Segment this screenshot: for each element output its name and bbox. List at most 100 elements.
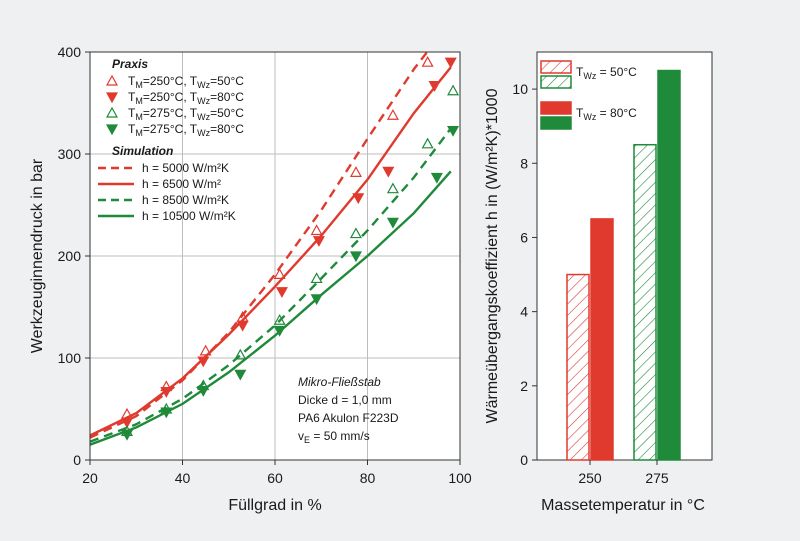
legend-group-title: Praxis	[112, 57, 148, 71]
htc-ticks: 0 2 4 6 8 10 250 275	[512, 81, 668, 486]
htc-legend-label: TWz = 50°C	[576, 65, 637, 81]
y-tick-label: 200	[58, 248, 82, 264]
htc-legend-swatch	[540, 116, 572, 130]
y-tick-label: 400	[58, 44, 82, 60]
y-tick-label: 100	[58, 350, 82, 366]
annotation-line-4: vE = 50 mm/s	[298, 429, 370, 445]
legend-marker	[105, 92, 119, 104]
measured-point	[120, 429, 134, 441]
measured-point	[430, 172, 443, 184]
x-tick-label: 100	[448, 470, 472, 486]
annotation-v: v	[298, 429, 304, 443]
htc-x-axis-title: Massetemperatur in °C	[541, 497, 705, 514]
legend-marker	[105, 124, 119, 136]
measured-point	[349, 251, 362, 263]
simulation-line	[90, 52, 429, 439]
htc-bar	[657, 69, 681, 461]
legend-entry-label: h = 6500 W/m²	[142, 177, 221, 191]
legend-entry-label: TM=275°C, TWz=80°C	[128, 122, 244, 138]
measured-point	[421, 55, 434, 67]
htc-bars	[566, 69, 681, 461]
measured-point	[446, 39, 456, 48]
htc-y-tick-label: 10	[512, 81, 528, 97]
htc-legend: TWz = 50°C TWz = 80°C	[540, 60, 637, 130]
measured-point	[234, 369, 247, 381]
x-tick-label: 20	[82, 470, 98, 486]
measured-point	[382, 166, 395, 178]
htc-y-tick-label: 8	[520, 155, 528, 171]
measured-point	[421, 137, 434, 149]
measured-point	[447, 125, 460, 137]
pressure-ticks: 20 40 60 80 100 0 100 200 300 400	[58, 44, 472, 486]
measured-point	[199, 344, 212, 356]
htc-legend-swatch	[540, 75, 572, 89]
legend-entry-label: h = 5000 W/m²K	[142, 161, 229, 175]
x-tick-label: 80	[360, 470, 376, 486]
pressure-y-axis-title: Werkzeuginnendruck in bar	[29, 158, 46, 353]
htc-bar	[633, 143, 657, 461]
legend-group-title: Simulation	[112, 144, 173, 158]
annotation-line-2: Dicke d = 1,0 mm	[298, 393, 392, 407]
htc-y-tick-label: 6	[520, 229, 528, 245]
measured-point	[197, 386, 210, 397]
pressure-series	[90, 39, 460, 446]
htc-legend-label: TWz = 80°C	[576, 106, 637, 122]
simulation-line	[90, 66, 452, 437]
htc-y-tick-label: 0	[520, 452, 528, 468]
measured-point	[273, 325, 286, 337]
pressure-chart: 20 40 60 80 100 0 100 200 300 400 Füllgrad in % W…	[29, 39, 472, 514]
y-tick-label: 300	[58, 146, 82, 162]
htc-x-tick-label: 250	[578, 470, 602, 486]
annotation-line-3: PA6 Akulon F223D	[298, 411, 399, 425]
x-tick-label: 60	[267, 470, 283, 486]
htc-y-tick-label: 4	[520, 304, 528, 320]
htc-x-tick-label: 275	[645, 470, 669, 486]
htc-y-axis-title: Wärmeübergangskoeffizient h in (W/m²K)*1…	[484, 88, 501, 423]
htc-bar	[566, 273, 590, 461]
measured-point	[275, 287, 288, 298]
pressure-series-clip	[90, 39, 460, 446]
measured-point	[310, 272, 323, 284]
y-tick-label: 0	[73, 452, 81, 468]
measured-point	[386, 182, 399, 194]
annotation-v-rest: = 50 mm/s	[310, 429, 370, 443]
measured-point	[447, 84, 460, 96]
legend-entry-label: TM=250°C, TWz=80°C	[128, 90, 244, 106]
simulation-line	[90, 127, 452, 443]
measured-point	[234, 348, 247, 360]
annotation-line-1: Mikro-Fließstab	[298, 375, 381, 389]
measured-point	[349, 166, 362, 177]
measured-point	[310, 294, 323, 306]
legend-entry-label: TM=250°C, TWz=50°C	[128, 74, 244, 90]
measured-point	[428, 81, 441, 92]
measured-point	[273, 268, 286, 279]
measured-point	[120, 417, 134, 429]
measured-point	[349, 227, 362, 239]
pressure-x-axis-title: Füllgrad in %	[228, 497, 321, 514]
measured-point	[160, 407, 173, 419]
measured-point	[352, 193, 365, 205]
legend-entry-label: h = 8500 W/m²K	[142, 193, 229, 207]
measured-point	[197, 356, 210, 368]
measured-point	[444, 57, 457, 69]
process-annotation: Mikro-Fließstab Dicke d = 1,0 mm PA6 Aku…	[298, 375, 399, 445]
x-tick-label: 40	[175, 470, 191, 486]
measured-point	[386, 217, 399, 229]
legend-entry-label: h = 10500 W/m²K	[142, 209, 236, 223]
annotation-v-sub: E	[304, 435, 310, 445]
measured-point	[310, 224, 323, 236]
legend-marker	[105, 74, 119, 86]
htc-bar	[590, 218, 614, 461]
measured-point	[160, 387, 173, 398]
legend-entry-label: TM=275°C, TWz=50°C	[128, 106, 244, 122]
simulation-line	[90, 170, 452, 446]
htc-y-tick-label: 2	[520, 378, 528, 394]
measured-point	[386, 109, 399, 120]
measured-point	[312, 236, 325, 247]
htc-legend-swatch	[540, 101, 572, 115]
htc-legend-swatch	[540, 60, 572, 74]
htc-bar-chart: 0 2 4 6 8 10 250 275 TWz = 50°C TWz = 80°C Masse…	[484, 51, 713, 514]
measured-point	[273, 314, 286, 325]
pressure-legend: Praxis TM=250°C, TWz=50°CTM=250°C, TWz=80…	[98, 57, 244, 223]
measured-point	[236, 320, 249, 332]
